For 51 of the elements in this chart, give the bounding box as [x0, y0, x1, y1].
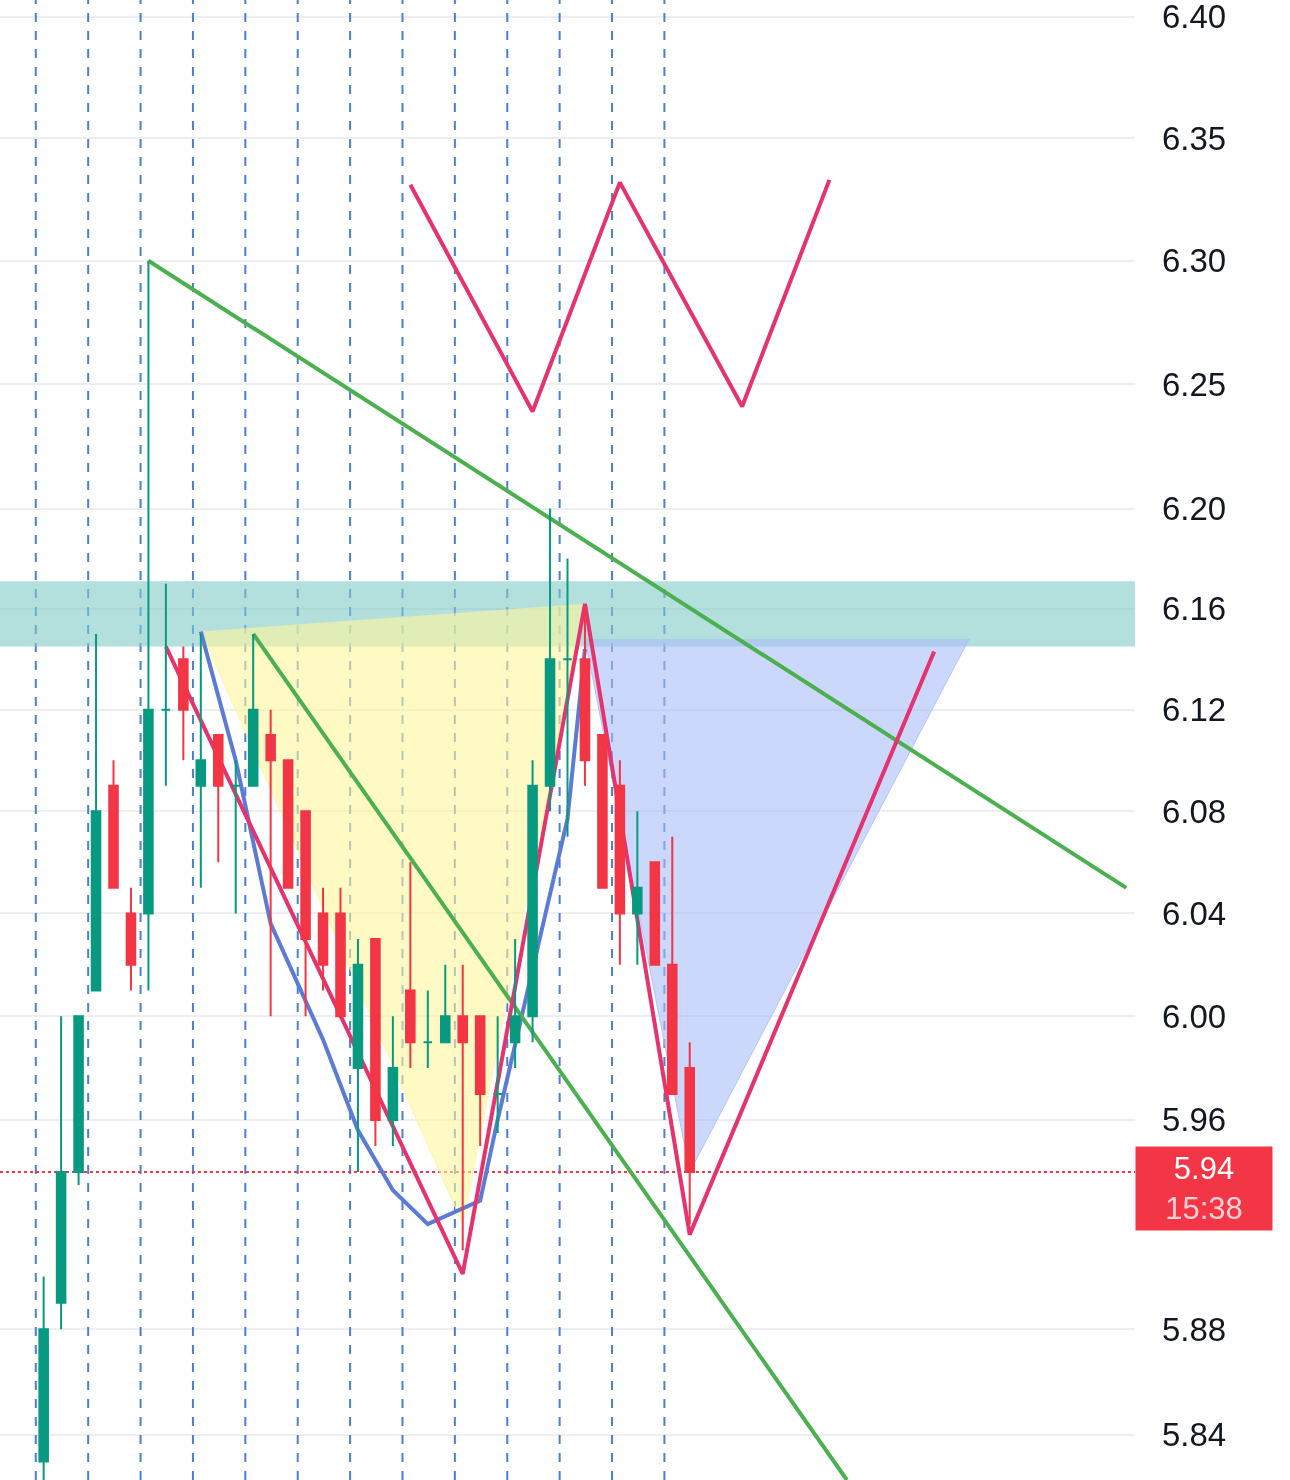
candlestick [160, 582, 172, 787]
candlestick [527, 759, 538, 1044]
y-tick-label: 6.20 [1162, 490, 1227, 528]
y-tick-label: 5.96 [1162, 1101, 1227, 1139]
candlestick [474, 1015, 486, 1147]
y-tick-label: 6.12 [1162, 691, 1227, 729]
candlestick [317, 886, 329, 992]
y-tick-label: 6.16 [1162, 590, 1227, 628]
candlestick [247, 632, 259, 787]
candlestick [230, 759, 242, 915]
candlestick [439, 963, 451, 1044]
candlestick [212, 733, 224, 864]
candlestick [632, 810, 643, 966]
candlestick [579, 607, 591, 787]
candlestick [562, 557, 573, 838]
candlestick [422, 989, 434, 1070]
candlestick [492, 1015, 503, 1134]
candlestick [405, 861, 416, 1070]
y-tick-label: 6.30 [1162, 242, 1227, 280]
candlestick [335, 886, 346, 1018]
candlestick [597, 733, 608, 889]
candlestick [125, 886, 137, 992]
ref-line-label: 5.94 [1173, 1151, 1235, 1186]
candlestick [73, 1015, 84, 1186]
line-series [408, 177, 832, 414]
candlestick [649, 861, 661, 966]
text: 15:38 [1165, 1191, 1243, 1227]
candlestick [666, 835, 678, 1095]
candlestick [300, 810, 311, 1018]
candlestick [282, 759, 294, 889]
candlestick [387, 1015, 399, 1147]
candlestick [178, 645, 189, 762]
candlestick [90, 632, 102, 992]
candlestick [370, 938, 381, 1147]
y-tick-label: 6.08 [1162, 792, 1227, 830]
y-tick-label: 6.25 [1162, 365, 1227, 403]
y-tick-label: 6.35 [1162, 119, 1227, 157]
candlestick [55, 1015, 67, 1331]
candlestick [614, 759, 626, 966]
y-tick-label: 5.88 [1162, 1310, 1227, 1348]
y-tick-label: 5.84 [1162, 1416, 1227, 1454]
y-tick-label: 6.00 [1162, 997, 1227, 1035]
candlestick [544, 507, 556, 813]
candlestick [352, 938, 364, 1173]
candlestick [195, 632, 207, 889]
y-tick-label: 6.40 [1162, 0, 1227, 36]
candlestick [265, 708, 276, 1018]
candlestick [108, 759, 119, 889]
candlestick [143, 259, 154, 992]
candlestick [509, 938, 521, 1070]
y-tick-label: 6.04 [1162, 894, 1227, 932]
